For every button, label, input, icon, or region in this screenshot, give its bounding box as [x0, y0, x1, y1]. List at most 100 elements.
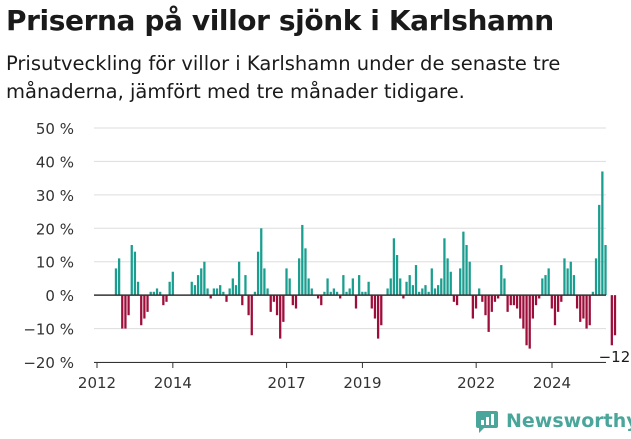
bar	[304, 248, 307, 296]
bar	[225, 295, 228, 302]
bar	[443, 238, 446, 296]
bar	[436, 285, 440, 296]
bar	[155, 288, 159, 296]
y-tick-label: −10 %	[23, 321, 74, 339]
bar	[351, 278, 354, 296]
bar	[130, 245, 133, 296]
bar	[395, 255, 399, 296]
bar	[506, 295, 509, 312]
bar	[222, 291, 225, 296]
x-tick-label: 2019	[343, 374, 381, 392]
bar	[117, 258, 121, 296]
bar	[481, 295, 484, 302]
bar	[266, 288, 269, 296]
bar	[140, 295, 143, 326]
bar	[373, 295, 377, 319]
bar	[440, 278, 443, 296]
bar	[307, 278, 310, 296]
bar	[301, 224, 304, 296]
x-tick-label: 2022	[457, 374, 495, 392]
bar	[282, 295, 285, 322]
bar	[269, 295, 272, 312]
x-tick-label: 2014	[154, 374, 192, 392]
bar	[203, 261, 206, 296]
bar	[329, 291, 332, 296]
bar	[364, 291, 367, 296]
bar	[519, 295, 522, 319]
x-tick-label: 2024	[533, 374, 571, 392]
bar	[127, 295, 130, 316]
bar	[512, 295, 516, 306]
bar	[468, 261, 471, 296]
bar	[298, 258, 301, 296]
bar	[294, 295, 298, 309]
bar	[256, 251, 260, 296]
bar	[462, 231, 465, 296]
bar	[613, 295, 617, 336]
bar	[149, 291, 152, 296]
newsworthy-logo[interactable]: Newsworthy	[474, 406, 631, 436]
bar	[361, 291, 364, 296]
bar	[588, 295, 591, 326]
bar	[323, 291, 326, 296]
bar	[515, 295, 519, 309]
bar	[493, 295, 497, 302]
bar	[399, 278, 402, 296]
bar	[288, 278, 291, 296]
bar	[326, 278, 329, 296]
bar	[219, 285, 222, 296]
bar	[136, 281, 140, 296]
bar	[200, 268, 203, 296]
bar	[171, 271, 174, 296]
bar	[206, 288, 209, 296]
bar	[534, 295, 538, 306]
bar	[414, 265, 418, 296]
bar	[367, 281, 370, 296]
logo-text: Newsworthy	[506, 410, 631, 432]
y-tick-label: 0 %	[45, 287, 74, 305]
bar	[474, 295, 478, 309]
bar	[275, 295, 279, 316]
bar	[380, 295, 383, 326]
bar	[320, 295, 323, 306]
newsworthy-logo-icon	[476, 411, 498, 433]
bar	[124, 295, 127, 329]
y-tick-label: −20 %	[23, 354, 74, 372]
bar	[563, 258, 566, 296]
bar	[348, 288, 351, 296]
bar	[430, 268, 433, 296]
bar	[496, 295, 500, 299]
bar	[285, 268, 288, 296]
bar	[345, 291, 348, 296]
bar	[342, 275, 345, 296]
bar	[424, 285, 427, 296]
bar	[452, 295, 456, 302]
bar	[601, 171, 604, 296]
bar	[538, 295, 541, 299]
bar	[162, 295, 165, 306]
bar	[114, 268, 118, 296]
bar	[594, 258, 598, 296]
bar	[569, 261, 572, 296]
bar	[260, 228, 263, 296]
bar	[212, 288, 216, 296]
bar	[250, 295, 253, 336]
bar	[490, 295, 493, 312]
bar	[522, 295, 525, 329]
bar	[370, 295, 373, 309]
bar	[247, 295, 250, 316]
bar	[209, 295, 212, 299]
bar	[310, 288, 313, 296]
bar	[168, 281, 171, 296]
bar	[566, 268, 569, 296]
bar	[291, 295, 294, 306]
chart-subtitle: Prisutveckling för villor i Karlshamn un…	[6, 52, 561, 103]
bar	[165, 295, 168, 302]
bar	[478, 288, 481, 296]
bar	[547, 268, 550, 296]
bar	[386, 288, 389, 296]
y-tick-label: 50 %	[36, 120, 74, 138]
x-tick-label: 2012	[78, 374, 116, 392]
chart-title: Priserna på villor sjönk i Karlshamn	[6, 4, 554, 37]
